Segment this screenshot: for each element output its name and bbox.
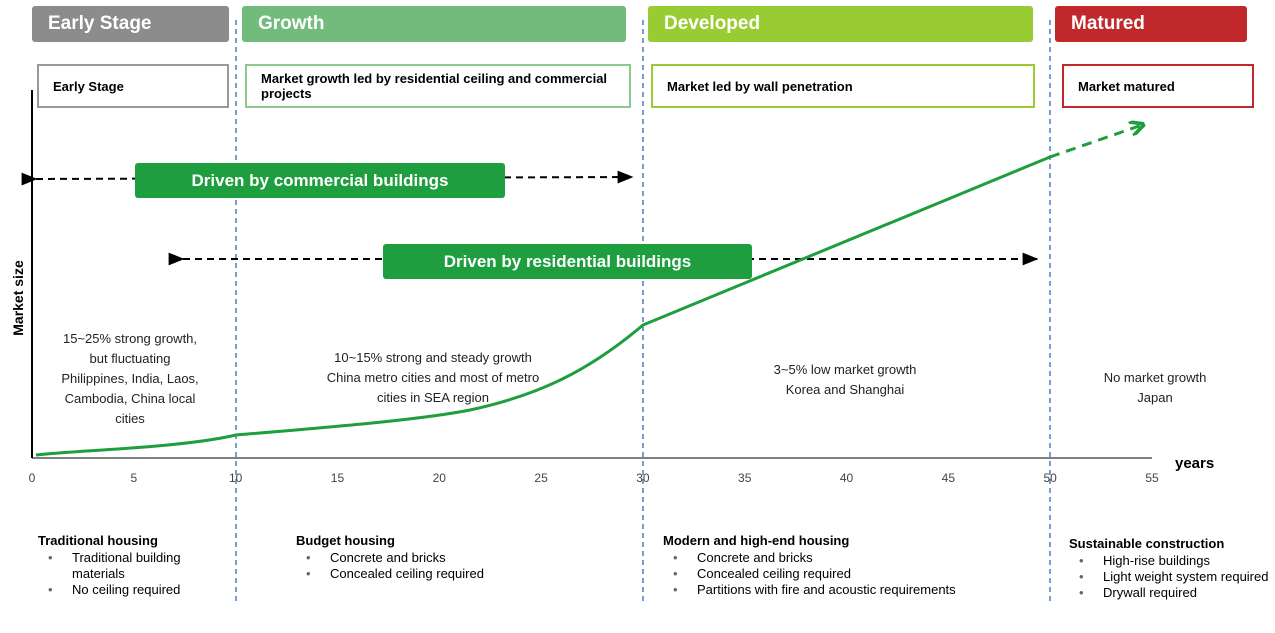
- stage-dividers: [235, 20, 1051, 605]
- growth-line: 15~25% strong growth,: [62, 331, 198, 346]
- housing-item: High-rise buildings: [1079, 553, 1269, 569]
- housing: Modern and high-end housing Concrete and …: [663, 533, 1043, 598]
- growth-text: 10~15% strong and steady growth China met…: [293, 348, 573, 408]
- housing-item: No ceiling required: [48, 582, 218, 598]
- growth-line: but fluctuating: [89, 351, 171, 366]
- driver-label: Driven by residential buildings: [383, 244, 752, 279]
- growth-text: 3~5% low market growth Korea and Shanghai: [735, 360, 955, 400]
- driver-label: Driven by commercial buildings: [135, 163, 505, 198]
- growth-text: 15~25% strong growth, but fluctuating Phil…: [40, 329, 220, 429]
- x-tick-label: 40: [839, 471, 854, 485]
- housing-list: High-rise buildingsLight weight system r…: [1069, 553, 1269, 601]
- stage-description: Market growth led by residential ceiling…: [245, 64, 631, 108]
- housing-item: Light weight system required: [1079, 569, 1269, 585]
- growth-line: Cambodia, China local: [64, 391, 196, 406]
- housing-item: Partitions with fire and acoustic requir…: [673, 582, 1043, 598]
- stage-header: Developed: [648, 6, 1033, 42]
- stage-header: Matured: [1055, 6, 1247, 42]
- x-axis-label: years: [1175, 455, 1215, 472]
- y-axis-label: Market size: [10, 260, 26, 336]
- growth-line: No market growth: [1103, 370, 1207, 385]
- housing: Budget housing Concrete and bricksConceal…: [296, 533, 626, 582]
- x-tick-label: 30: [636, 471, 650, 485]
- housing-item: Concrete and bricks: [673, 550, 1043, 566]
- x-tick-label: 5: [130, 471, 138, 485]
- housing-title: Sustainable construction: [1069, 536, 1225, 551]
- housing-list: Traditional building materialsNo ceiling…: [38, 550, 218, 598]
- growth-line: China metro cities and most of metro: [326, 370, 540, 385]
- growth-text: No market growth Japan: [1065, 368, 1245, 408]
- x-tick-label: 0: [28, 471, 36, 485]
- housing-item: Drywall required: [1079, 585, 1269, 601]
- market-curve: [35, 155, 1051, 457]
- housing: Traditional housing Traditional building …: [38, 533, 218, 598]
- housing: Sustainable construction High-rise buildi…: [1069, 536, 1269, 601]
- stage-description: Early Stage: [37, 64, 229, 108]
- x-tick-label: 10: [228, 471, 243, 485]
- housing-item: Concealed ceiling required: [306, 566, 626, 582]
- stage-description: Market matured: [1062, 64, 1254, 108]
- housing-title: Traditional housing: [38, 533, 158, 548]
- x-tick-label: 50: [1043, 471, 1057, 485]
- x-tick-label: 25: [534, 471, 548, 485]
- growth-line: Philippines, India, Laos,: [61, 371, 199, 386]
- housing-item: Traditional building materials: [48, 550, 218, 582]
- housing-title: Budget housing: [296, 533, 395, 548]
- growth-line: cities: [115, 411, 145, 426]
- x-tick-label: 55: [1145, 471, 1159, 485]
- housing-list: Concrete and bricksConcealed ceiling req…: [663, 550, 1043, 598]
- x-tick-label: 35: [738, 471, 752, 485]
- housing-list: Concrete and bricksConcealed ceiling req…: [296, 550, 626, 582]
- stage-header: Early Stage: [32, 6, 229, 42]
- projection-arrow: [1049, 125, 1142, 159]
- housing-title: Modern and high-end housing: [663, 533, 850, 548]
- growth-line: Japan: [1137, 390, 1173, 405]
- stage-description: Market led by wall penetration: [651, 64, 1035, 108]
- housing-item: Concrete and bricks: [306, 550, 626, 566]
- growth-line: 3~5% low market growth: [773, 362, 917, 377]
- growth-line: 10~15% strong and steady growth: [334, 350, 532, 365]
- housing-item: Concealed ceiling required: [673, 566, 1043, 582]
- x-tick-label: 45: [941, 471, 956, 485]
- growth-line: Korea and Shanghai: [785, 382, 905, 397]
- x-tick-label: 15: [330, 471, 345, 485]
- stage-header: Growth: [242, 6, 626, 42]
- growth-line: cities in SEA region: [376, 390, 489, 405]
- x-tick-label: 20: [432, 471, 446, 485]
